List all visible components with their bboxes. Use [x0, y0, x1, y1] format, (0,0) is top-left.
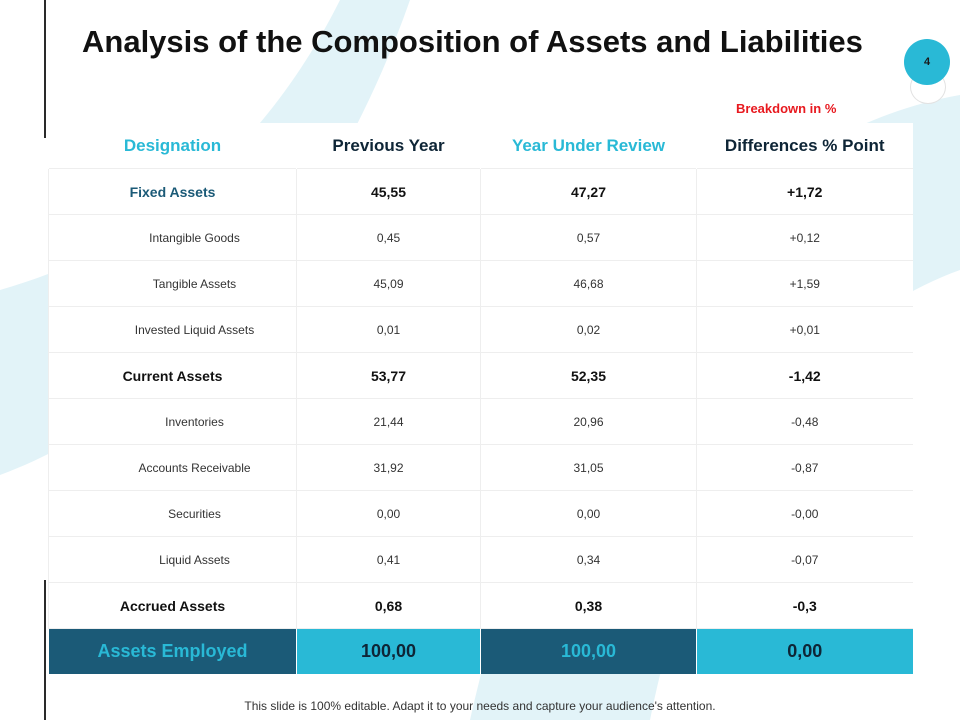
difference-value: +1,72	[696, 168, 913, 215]
year-under-review-value: 52,35	[480, 352, 697, 399]
left-accent-line-top	[44, 0, 46, 138]
header-previous-year: Previous Year	[296, 123, 481, 169]
total-label: Assets Employed	[48, 628, 297, 674]
row-label: Securities	[48, 490, 297, 537]
previous-year-value: 0,41	[296, 536, 481, 583]
table-row: Accounts Receivable 31,92 31,05 -0,87	[48, 444, 913, 491]
row-label: Inventories	[48, 398, 297, 445]
total-row: Assets Employed 100,00 100,00 0,00	[48, 628, 913, 674]
difference-value: -1,42	[696, 352, 913, 399]
previous-year-value: 0,00	[296, 490, 481, 537]
year-under-review-value: 46,68	[480, 260, 697, 307]
year-under-review-value: 0,34	[480, 536, 697, 583]
year-under-review-value: 20,96	[480, 398, 697, 445]
row-label: Fixed Assets	[48, 168, 297, 215]
table-row: Inventories 21,44 20,96 -0,48	[48, 398, 913, 445]
previous-year-value: 45,55	[296, 168, 481, 215]
previous-year-value: 45,09	[296, 260, 481, 307]
table-row: Tangible Assets 45,09 46,68 +1,59	[48, 260, 913, 307]
footer-note: This slide is 100% editable. Adapt it to…	[244, 699, 716, 713]
previous-year-value: 31,92	[296, 444, 481, 491]
header-designation: Designation	[48, 123, 297, 169]
year-under-review-value: 0,57	[480, 214, 697, 261]
previous-year-value: 53,77	[296, 352, 481, 399]
difference-value: -0,07	[696, 536, 913, 583]
previous-year-value: 0,68	[296, 582, 481, 629]
row-label: Accrued Assets	[48, 582, 297, 629]
row-label: Intangible Goods	[48, 214, 297, 261]
table-row: Accrued Assets 0,68 0,38 -0,3	[48, 582, 913, 629]
breakdown-note: Breakdown in %	[736, 101, 837, 116]
total-difference: 0,00	[696, 628, 913, 674]
table-row: Fixed Assets 45,55 47,27 +1,72	[48, 168, 913, 215]
table-row: Current Assets 53,77 52,35 -1,42	[48, 352, 913, 399]
year-under-review-value: 0,02	[480, 306, 697, 353]
table-row: Liquid Assets 0,41 0,34 -0,07	[48, 536, 913, 583]
row-label: Current Assets	[48, 352, 297, 399]
total-year-under-review: 100,00	[480, 628, 697, 674]
difference-value: -0,48	[696, 398, 913, 445]
table-row: Invested Liquid Assets 0,01 0,02 +0,01	[48, 306, 913, 353]
table-row: Intangible Goods 0,45 0,57 +0,12	[48, 214, 913, 261]
header-differences: Differences % Point	[696, 123, 913, 169]
year-under-review-value: 0,38	[480, 582, 697, 629]
previous-year-value: 0,01	[296, 306, 481, 353]
difference-value: -0,87	[696, 444, 913, 491]
previous-year-value: 0,45	[296, 214, 481, 261]
row-label: Tangible Assets	[48, 260, 297, 307]
row-label: Liquid Assets	[48, 536, 297, 583]
difference-value: -0,3	[696, 582, 913, 629]
slide-title: Analysis of the Composition of Assets an…	[82, 24, 863, 59]
table-row: Securities 0,00 0,00 -0,00	[48, 490, 913, 537]
table-header-row: Designation Previous Year Year Under Rev…	[48, 123, 913, 169]
year-under-review-value: 47,27	[480, 168, 697, 215]
row-label: Invested Liquid Assets	[48, 306, 297, 353]
total-previous-year: 100,00	[296, 628, 481, 674]
page-number-badge: 4	[904, 39, 950, 85]
row-label: Accounts Receivable	[48, 444, 297, 491]
difference-value: +0,01	[696, 306, 913, 353]
year-under-review-value: 0,00	[480, 490, 697, 537]
difference-value: -0,00	[696, 490, 913, 537]
previous-year-value: 21,44	[296, 398, 481, 445]
year-under-review-value: 31,05	[480, 444, 697, 491]
difference-value: +1,59	[696, 260, 913, 307]
left-accent-line-bottom	[44, 580, 46, 720]
header-year-under-review: Year Under Review	[480, 123, 697, 169]
assets-table: Designation Previous Year Year Under Rev…	[48, 123, 913, 674]
difference-value: +0,12	[696, 214, 913, 261]
